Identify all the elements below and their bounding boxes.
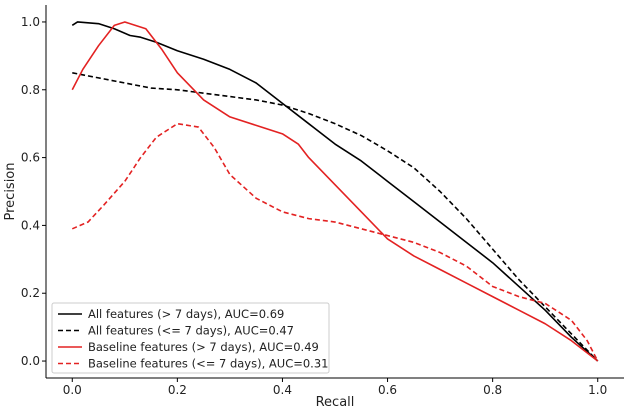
x-tick-label: 0.8: [483, 383, 502, 397]
legend-label-3: Baseline features (> 7 days), AUC=0.49: [88, 340, 319, 354]
x-tick-label: 1.0: [588, 383, 607, 397]
series-line-3: [71, 21, 599, 362]
legend-label-1: All features (> 7 days), AUC=0.69: [88, 307, 284, 321]
y-tick-label: 0.8: [21, 83, 40, 97]
legend: All features (> 7 days), AUC=0.69 All fea…: [51, 302, 330, 374]
legend-label-4: Baseline features (<= 7 days), AUC=0.31: [88, 357, 328, 371]
x-tick-label: 0.2: [168, 383, 187, 397]
x-tick-label: 0.4: [273, 383, 292, 397]
x-tick-label: 0.6: [378, 383, 397, 397]
y-tick-label: 0.6: [21, 151, 40, 165]
y-tick-label: 1.0: [21, 15, 40, 29]
series-line-2: [72, 72, 599, 362]
series-line-1: [71, 21, 599, 362]
x-tick-label: 0.0: [63, 383, 82, 397]
y-tick-label: 0.4: [21, 218, 40, 232]
series-lines: [71, 21, 599, 362]
y-axis-title: Precision: [3, 162, 18, 220]
legend-box: [51, 302, 330, 374]
axes: 0.0 0.2 0.4 0.6 0.8 1.0 0.0 0.2 0.4 0.6 0.8 1.0 Reca…: [3, 5, 624, 410]
y-tick-label: 0.0: [21, 354, 40, 368]
y-tick-label: 0.2: [21, 286, 40, 300]
series-line-4: [71, 122, 599, 362]
x-axis-title: Recall: [316, 395, 355, 410]
legend-label-2: All features (<= 7 days), AUC=0.47: [88, 324, 294, 338]
